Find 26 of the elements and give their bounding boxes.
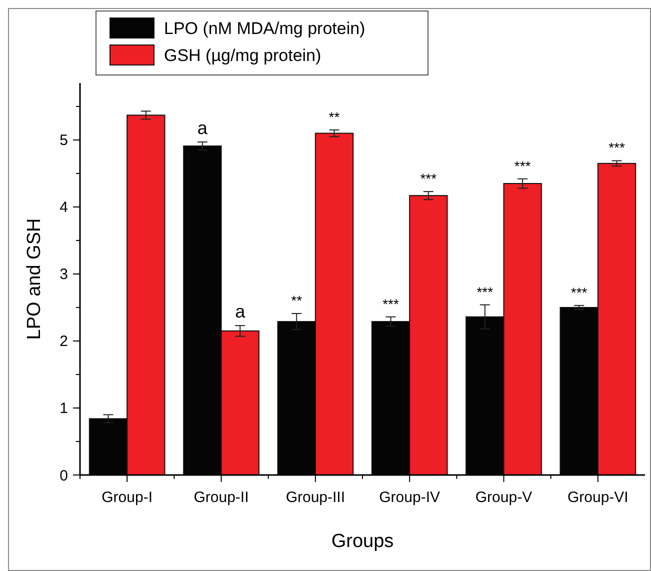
annotation: **: [291, 292, 303, 309]
annotation: ***: [608, 140, 626, 156]
y-tick-label: 1: [60, 400, 68, 418]
y-tick-label: 5: [60, 132, 68, 150]
annotation: a: [235, 302, 246, 322]
annotation: **: [328, 108, 340, 125]
annotation: a: [197, 118, 208, 138]
x-axis-title: Groups: [331, 531, 394, 552]
legend-label: GSH (µg/mg protein): [164, 46, 322, 65]
annotation: ***: [476, 284, 494, 300]
y-tick-label: 3: [60, 266, 68, 284]
y-tick-label: 4: [60, 199, 68, 216]
y-tick-label: 0: [60, 467, 68, 484]
x-tick-label: Group-III: [286, 489, 346, 506]
x-tick-label: Group-V: [475, 489, 532, 506]
x-tick-label: Group-I: [102, 489, 153, 506]
y-tick-label: 2: [60, 333, 68, 350]
y-axis-title: LPO and GSH: [24, 218, 45, 340]
annotation: ***: [570, 284, 588, 300]
annotation: ***: [514, 158, 532, 174]
legend-label: LPO (nM MDA/mg protein): [164, 18, 366, 38]
x-tick-label: Group-II: [194, 489, 249, 506]
x-tick-label: Group-IV: [379, 489, 440, 506]
x-tick-label: Group-VI: [567, 489, 628, 506]
annotation: ***: [420, 170, 438, 187]
annotation: ***: [382, 296, 400, 312]
